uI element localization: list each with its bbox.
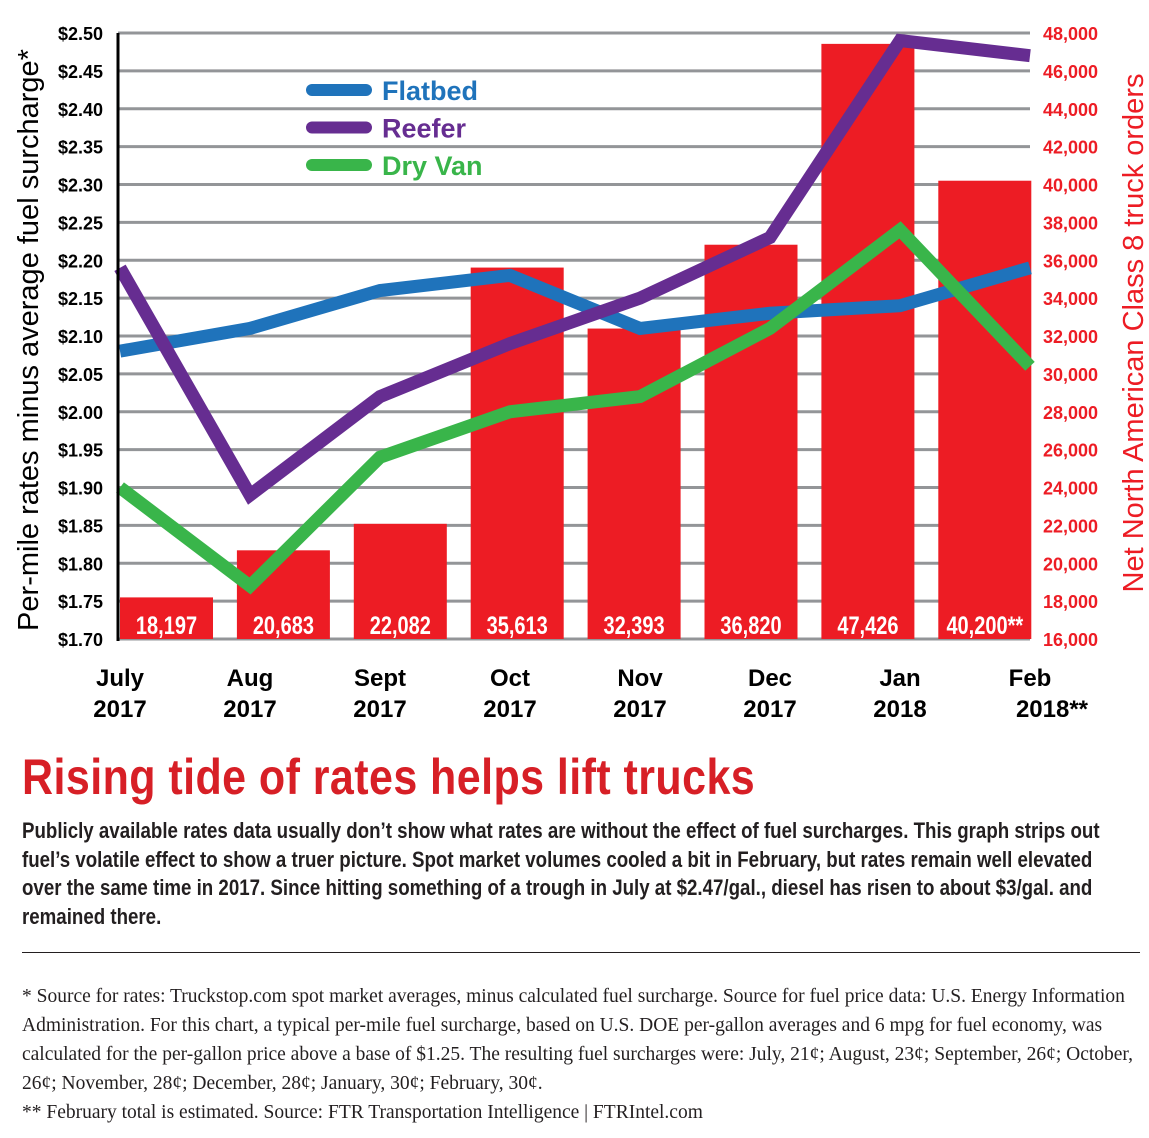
- right-tick-label: 48,000: [1043, 24, 1098, 44]
- right-tick-label: 30,000: [1043, 365, 1098, 385]
- left-axis-ticks: $1.70 $1.75 $1.80 $1.85 $1.90 $1.95 $2.00 $2.05…: [58, 24, 103, 650]
- x-tick-month: Jan: [879, 665, 920, 692]
- footnote-estimate: ** February total is estimated. Source: …: [22, 1102, 703, 1123]
- x-axis-ticks: July 2017 Aug 2017 Sept 2017 Oct 2017 Nov 2017 Dec…: [93, 665, 1088, 723]
- legend: Flatbed Reefer Dry Van: [306, 76, 483, 181]
- x-tick-year: 2017: [93, 696, 146, 723]
- right-tick-label: 44,000: [1043, 100, 1098, 120]
- left-tick-label: $2.10: [58, 327, 103, 347]
- bars: 18,197 20,683 22,082 35,613 32,393 36,820 47,4…: [120, 43, 1032, 640]
- x-tick-year: 2017: [613, 696, 666, 723]
- series-line-flatbed: [118, 261, 1032, 358]
- left-tick-label: $2.30: [58, 176, 103, 196]
- x-tick-year: 2018: [873, 696, 926, 723]
- right-tick-label: 34,000: [1043, 289, 1098, 309]
- right-tick-label: 18,000: [1043, 592, 1098, 612]
- bar-label: 18,197: [136, 612, 197, 640]
- x-tick-month: Aug: [227, 665, 274, 692]
- left-tick-label: $2.35: [58, 138, 103, 158]
- divider: [22, 952, 1140, 953]
- left-axis-label: Per-mile rates minus average fuel surcha…: [13, 49, 45, 631]
- right-tick-label: 46,000: [1043, 62, 1098, 82]
- right-axis-ticks: 16,000 18,000 20,000 22,000 24,000 26,000 28,0…: [1043, 24, 1098, 650]
- left-tick-label: $1.90: [58, 479, 103, 499]
- x-tick-month: Oct: [490, 665, 530, 692]
- x-tick-year: 2017: [743, 696, 796, 723]
- right-tick-label: 20,000: [1043, 554, 1098, 574]
- right-tick-label: 28,000: [1043, 403, 1098, 423]
- right-tick-label: 26,000: [1043, 441, 1098, 461]
- bar-label: 20,683: [253, 612, 314, 640]
- bar: [587, 328, 681, 639]
- left-tick-label: $2.40: [58, 100, 103, 120]
- left-tick-label: $1.80: [58, 554, 103, 574]
- legend-label: Flatbed: [382, 76, 478, 106]
- series-line-reefer: [114, 33, 1031, 505]
- bar-label: 35,613: [487, 612, 548, 640]
- bar: [704, 244, 798, 639]
- x-tick-year: 2018**: [1016, 696, 1089, 723]
- legend-label: Reefer: [382, 114, 467, 144]
- bar: [236, 550, 330, 639]
- right-tick-label: 22,000: [1043, 516, 1098, 536]
- right-tick-label: 42,000: [1043, 138, 1098, 158]
- body-text: Publicly available rates data usually do…: [22, 818, 1100, 930]
- left-tick-label: $2.00: [58, 403, 103, 423]
- left-tick-label: $2.15: [58, 289, 103, 309]
- headline: Rising tide of rates helps lift trucks: [22, 749, 756, 805]
- bar-label: 32,393: [604, 612, 665, 640]
- left-tick-label: $1.95: [58, 441, 103, 461]
- right-tick-label: 40,000: [1043, 176, 1098, 196]
- bar-label: 47,426: [837, 612, 898, 640]
- bar: [938, 180, 1032, 639]
- x-tick-year: 2017: [353, 696, 406, 723]
- left-tick-label: $2.25: [58, 213, 103, 233]
- series-line-dry-van: [116, 221, 1035, 595]
- bar: [353, 523, 447, 639]
- footnote-sources: * Source for rates: Truckstop.com spot m…: [22, 986, 1134, 1094]
- x-tick-month: July: [96, 665, 145, 692]
- x-tick-year: 2017: [223, 696, 276, 723]
- legend-label: Dry Van: [382, 151, 483, 181]
- left-tick-label: $1.75: [58, 592, 103, 612]
- left-tick-label: $2.45: [58, 62, 103, 82]
- bar-label: 22,082: [370, 612, 431, 640]
- left-tick-label: $2.05: [58, 365, 103, 385]
- left-tick-label: $1.70: [58, 630, 103, 650]
- x-tick-month: Dec: [748, 665, 792, 692]
- series-lines: [114, 33, 1035, 595]
- right-tick-label: 16,000: [1043, 630, 1098, 650]
- bar: [120, 597, 213, 639]
- x-tick-month: Nov: [617, 665, 663, 692]
- bar-label: 36,820: [720, 612, 781, 640]
- left-tick-label: $2.50: [58, 24, 103, 44]
- x-tick-year: 2017: [483, 696, 536, 723]
- bar-label: 40,200**: [946, 612, 1023, 640]
- combo-chart: 18,197 20,683 22,082 35,613 32,393 36,820 47,4…: [13, 24, 1149, 723]
- right-tick-label: 36,000: [1043, 251, 1098, 271]
- right-tick-label: 32,000: [1043, 327, 1098, 347]
- x-tick-month: Sept: [354, 665, 406, 692]
- left-tick-label: $2.20: [58, 251, 103, 271]
- right-axis-label: Net North American Class 8 truck orders: [1118, 74, 1149, 593]
- right-tick-label: 38,000: [1043, 213, 1098, 233]
- x-tick-month: Feb: [1009, 665, 1052, 692]
- left-tick-label: $1.85: [58, 516, 103, 536]
- right-tick-label: 24,000: [1043, 479, 1098, 499]
- footnotes: * Source for rates: Truckstop.com spot m…: [22, 982, 1147, 1127]
